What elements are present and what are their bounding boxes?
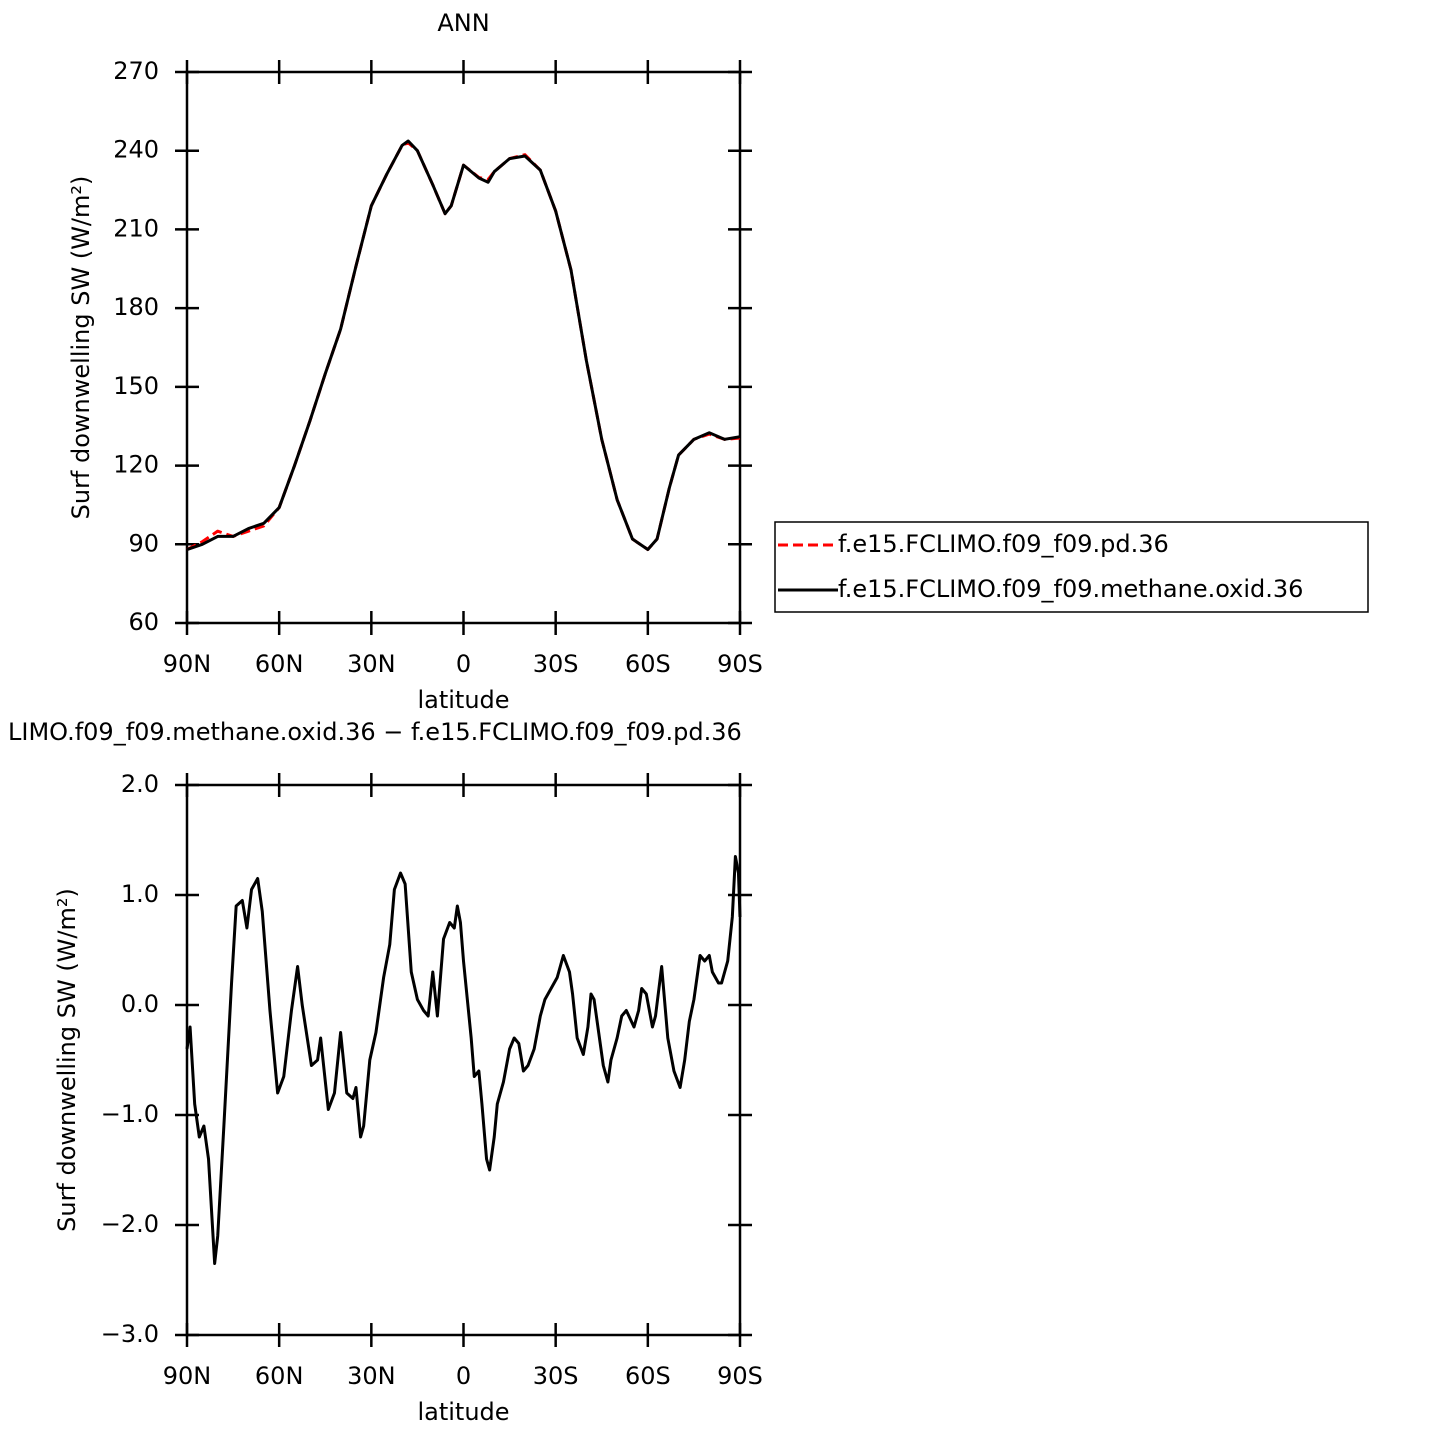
y-tick-label: 150 xyxy=(113,372,159,400)
y-tick-label: 210 xyxy=(113,214,159,242)
y-tick-label: 120 xyxy=(113,451,159,479)
y-tick-label: 2.0 xyxy=(121,770,159,798)
plot-frame xyxy=(185,783,742,1337)
y-axis-label: Surf downwelling SW (W/m²) xyxy=(67,176,95,520)
x-tick-label: 60S xyxy=(625,1362,671,1390)
chart-title: LIMO.f09_f09.methane.oxid.36 − f.e15.FCL… xyxy=(8,718,742,746)
y-tick-label: 180 xyxy=(113,293,159,321)
y-axis-label: Surf downwelling SW (W/m²) xyxy=(53,888,81,1232)
x-tick-label: 60N xyxy=(255,650,304,678)
x-tick-label: 90N xyxy=(163,650,212,678)
chart-title: ANN xyxy=(437,9,489,37)
x-tick-label: 0 xyxy=(456,1362,471,1390)
data-line xyxy=(186,139,741,552)
y-tick-label: 240 xyxy=(113,136,159,164)
x-tick-label: 0 xyxy=(456,650,471,678)
legend-box xyxy=(774,521,1369,613)
x-tick-label: 60N xyxy=(255,1362,304,1390)
y-tick-label: 1.0 xyxy=(121,880,159,908)
y-tick-label: 0.0 xyxy=(121,990,159,1018)
x-tick-label: 30N xyxy=(347,650,396,678)
x-tick-label: 90N xyxy=(163,1362,212,1390)
y-tick-label: −1.0 xyxy=(101,1100,159,1128)
data-line xyxy=(185,855,742,1265)
x-tick-label: 30S xyxy=(533,650,579,678)
x-axis-label: latitude xyxy=(417,686,509,714)
y-tick-label: 90 xyxy=(128,529,159,557)
y-tick-label: −2.0 xyxy=(101,1210,159,1238)
y-tick-label: 60 xyxy=(128,608,159,636)
x-tick-label: 60S xyxy=(625,650,671,678)
legend-label: f.e15.FCLIMO.f09_f09.pd.36 xyxy=(838,530,1169,558)
y-tick-label: −3.0 xyxy=(101,1320,159,1348)
y-tick-label: 270 xyxy=(113,57,159,85)
x-tick-label: 30S xyxy=(533,1362,579,1390)
x-tick-label: 90S xyxy=(717,650,763,678)
legend-label: f.e15.FCLIMO.f09_f09.methane.oxid.36 xyxy=(838,575,1303,603)
x-tick-label: 90S xyxy=(717,1362,763,1390)
data-line xyxy=(186,141,741,552)
x-tick-label: 30N xyxy=(347,1362,396,1390)
x-axis-label: latitude xyxy=(417,1398,509,1426)
